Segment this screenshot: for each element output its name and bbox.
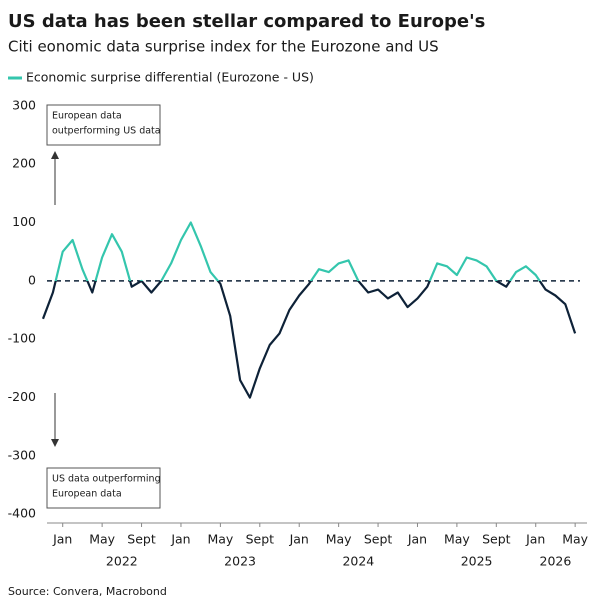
year-label: 2024 xyxy=(342,554,374,569)
chart-title: US data has been stellar compared to Eur… xyxy=(8,11,485,32)
x-tick-label: May xyxy=(207,532,233,547)
x-tick-label: May xyxy=(326,532,352,547)
x-tick-label: Jan xyxy=(525,532,545,547)
y-tick-label: 300 xyxy=(12,97,36,112)
x-tick-label: Jan xyxy=(289,532,309,547)
x-tick-label: Sept xyxy=(127,532,156,547)
year-label: 2026 xyxy=(540,554,572,569)
y-tick-label: 0 xyxy=(28,272,36,287)
annotation-box xyxy=(46,104,161,146)
x-tick-label: Jan xyxy=(407,532,427,547)
source: Source: Convera, Macrobond xyxy=(8,585,167,598)
year-label: 2025 xyxy=(461,554,493,569)
annotation-text: European data xyxy=(52,111,122,122)
x-tick-label: May xyxy=(562,532,588,547)
y-tick-label: 200 xyxy=(12,156,36,171)
x-tick-label: Sept xyxy=(246,532,275,547)
y-tick-label: -200 xyxy=(8,389,36,404)
x-tick-label: Jan xyxy=(170,532,190,547)
data-line xyxy=(41,221,577,399)
x-tick-label: Jan xyxy=(52,532,72,547)
x-tick-label: May xyxy=(89,532,115,547)
y-tick-label: -300 xyxy=(8,447,36,462)
chart-subtitle: Citi eonomic data surprise index for the… xyxy=(8,38,439,56)
annotation-text: outperforming US data xyxy=(52,126,161,137)
annotation-text: European data xyxy=(52,489,122,500)
annotation-text: US data outperforming xyxy=(52,474,161,485)
y-tick-label: -400 xyxy=(8,506,36,521)
x-tick-label: May xyxy=(444,532,470,547)
year-label: 2023 xyxy=(224,554,256,569)
x-tick-label: Sept xyxy=(482,532,511,547)
y-tick-label: 100 xyxy=(12,214,36,229)
y-tick-label: -100 xyxy=(8,331,36,346)
annotation-box xyxy=(46,467,161,509)
x-tick-label: Sept xyxy=(364,532,393,547)
year-label: 2022 xyxy=(106,554,138,569)
legend-label: Economic surprise differential (Eurozone… xyxy=(26,70,314,85)
